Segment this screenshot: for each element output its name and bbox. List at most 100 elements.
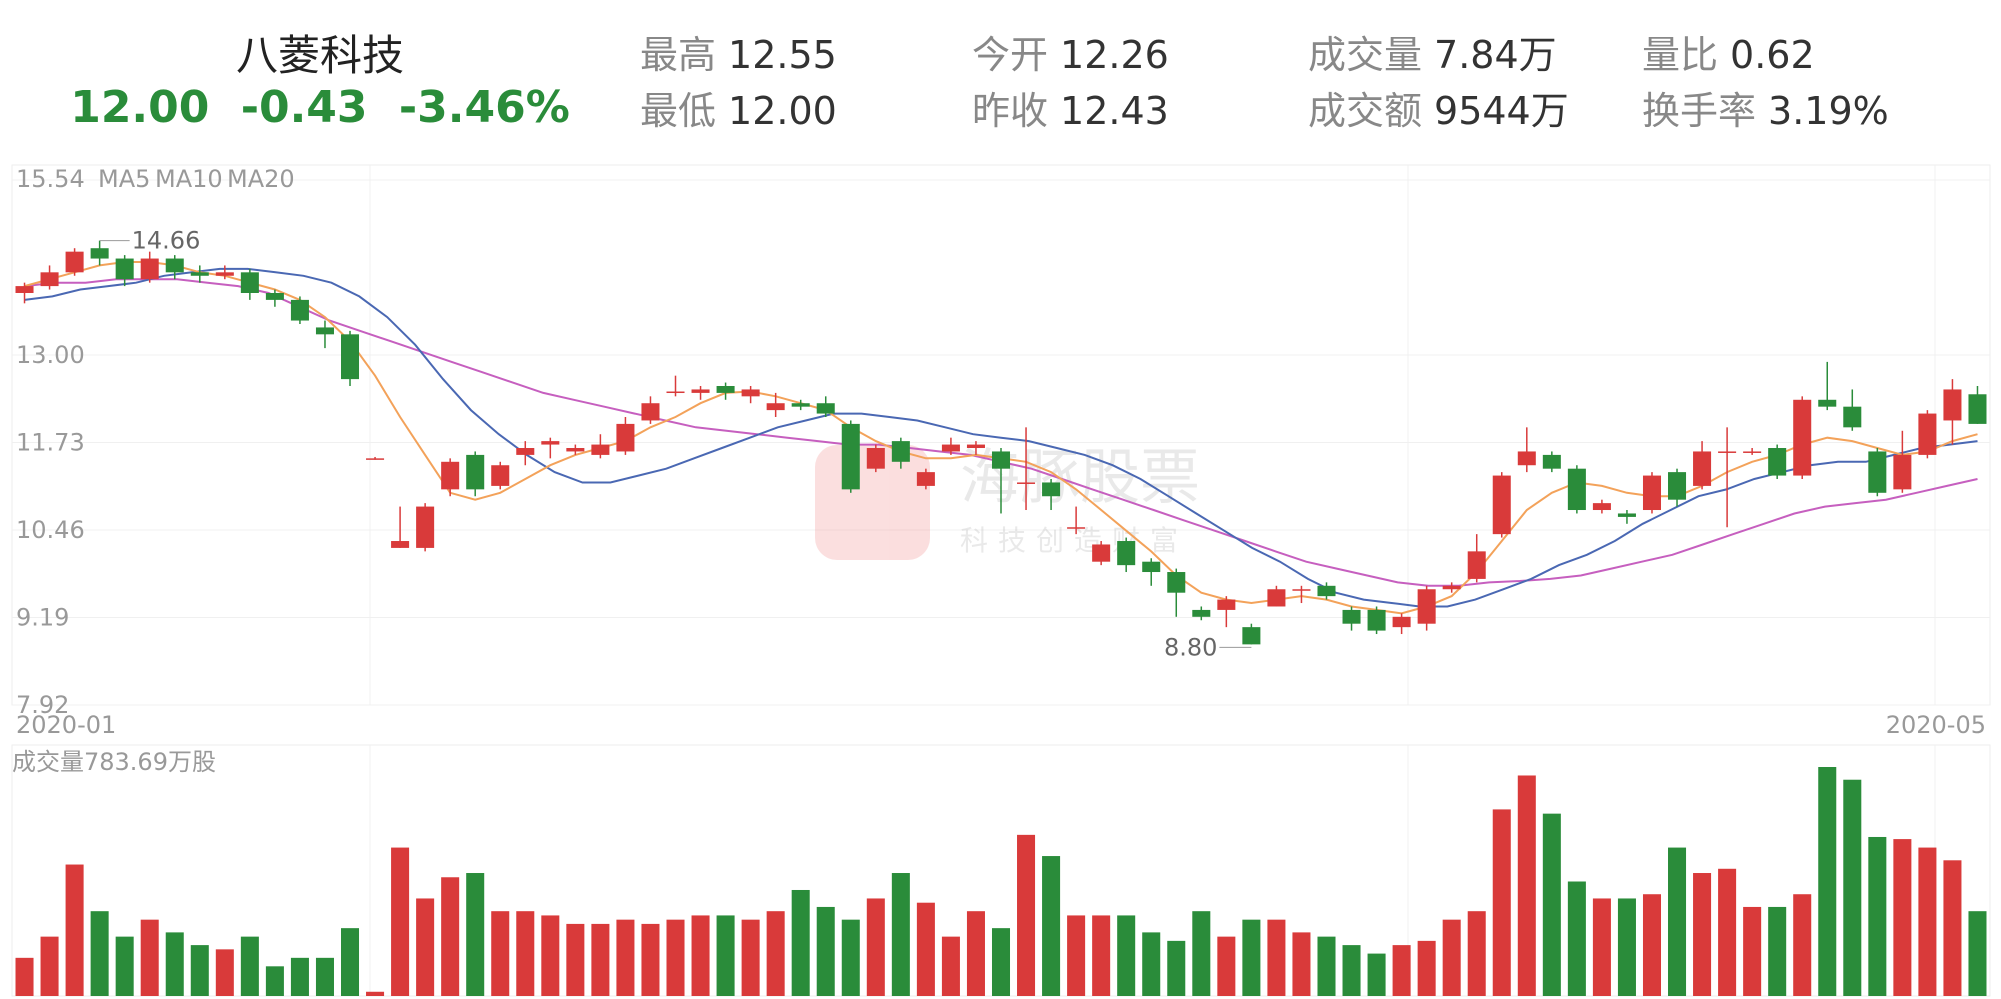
candle — [1217, 599, 1236, 610]
volume-bar — [90, 911, 109, 996]
candle — [1267, 589, 1286, 607]
y-tick-label: 13.00 — [16, 341, 85, 369]
candle — [366, 458, 385, 460]
candle — [1668, 472, 1687, 500]
candle — [391, 541, 410, 548]
volume-bar — [691, 915, 710, 996]
candle — [1292, 589, 1311, 591]
candle — [1868, 451, 1887, 493]
volume-bar — [1968, 911, 1987, 996]
candle — [1968, 394, 1987, 424]
candle — [1342, 609, 1361, 624]
volume-bar — [290, 957, 309, 996]
volume-bar — [591, 923, 610, 996]
volume-bar — [1768, 906, 1787, 996]
candle — [1592, 503, 1611, 511]
candle — [1067, 527, 1086, 529]
volume-bar — [916, 902, 935, 996]
candle — [1943, 389, 1962, 421]
stat-prev-close: 昨收 12.43 — [972, 89, 1169, 133]
last-price: 12.00 — [70, 82, 210, 133]
volume-bar — [1818, 767, 1837, 996]
quote-header: 八菱科技 12.00 -0.43 -3.46% 最高 12.55 最低 12.00 … — [0, 0, 2001, 160]
stat-high: 最高 12.55 — [640, 33, 837, 77]
volume-bar — [65, 864, 84, 996]
volume-bar — [616, 919, 635, 996]
volume-bar — [1843, 779, 1862, 996]
candle — [40, 272, 59, 287]
volume-bar — [1117, 915, 1136, 996]
candle — [641, 403, 660, 421]
stock-name: 八菱科技 — [235, 31, 404, 80]
volume-bar — [866, 898, 885, 996]
volume-bar — [1242, 919, 1261, 996]
price-change: -0.43 — [240, 82, 368, 133]
volume-bar — [1893, 839, 1912, 996]
candle — [1467, 551, 1486, 579]
candle — [1642, 475, 1662, 511]
candle — [441, 461, 460, 490]
candle — [140, 258, 159, 280]
volume-bar — [340, 928, 360, 996]
candle — [591, 444, 610, 455]
volume-bar — [1092, 915, 1111, 996]
volume-bar — [466, 873, 485, 996]
volume-bar — [1392, 945, 1411, 996]
high-annotation: 14.66 — [132, 227, 201, 255]
volume-bar — [40, 936, 59, 996]
volume-bar — [416, 898, 435, 996]
volume-bar — [1042, 856, 1061, 996]
volume-bar — [1267, 919, 1286, 996]
candle — [491, 465, 510, 486]
candle — [215, 272, 234, 276]
y-tick-label: 10.46 — [16, 516, 85, 544]
candle — [1392, 616, 1411, 628]
candle — [741, 389, 760, 397]
volume-bar — [1617, 898, 1636, 996]
candle — [1017, 482, 1036, 484]
candle — [165, 258, 184, 273]
volume-bar — [1592, 898, 1611, 996]
legend-ma5: MA5 — [98, 165, 150, 193]
candle — [1793, 399, 1812, 476]
candle — [1092, 544, 1111, 562]
x-end-label: 2020-05 — [1886, 711, 1986, 739]
volume-bar — [1467, 911, 1486, 996]
candle — [1818, 399, 1837, 407]
volume-bar — [666, 919, 685, 996]
candle — [1617, 513, 1636, 517]
volume-bar — [1567, 881, 1586, 996]
candle — [616, 423, 635, 452]
candle — [791, 403, 810, 407]
y-tick-label: 9.19 — [16, 604, 69, 632]
volume-bar — [966, 911, 985, 996]
volume-bar — [1542, 813, 1561, 996]
volume-bar — [991, 928, 1011, 996]
stat-low: 最低 12.00 — [640, 89, 837, 133]
volume-bar — [1642, 894, 1662, 996]
candle — [265, 292, 284, 300]
candle — [916, 472, 935, 486]
candle — [866, 448, 885, 469]
candle — [766, 403, 785, 411]
volume-bar — [1718, 868, 1737, 996]
candle — [991, 451, 1011, 469]
volume-bar — [366, 991, 385, 996]
price-panel-frame — [11, 164, 1991, 706]
y-tick-label: 15.54 — [16, 165, 85, 193]
candle — [1768, 448, 1787, 476]
volume-bar — [1668, 847, 1687, 996]
volume-bar — [541, 915, 560, 996]
candle — [1367, 609, 1386, 631]
candle — [340, 334, 360, 380]
candle — [666, 391, 685, 394]
volume-bar — [391, 847, 410, 996]
candle — [691, 389, 710, 393]
volume-bar — [1417, 940, 1436, 996]
candle — [1918, 413, 1937, 455]
candle — [1317, 585, 1336, 597]
stat-turnover-rate: 换手率 3.19% — [1642, 89, 1889, 133]
volume-bar — [1693, 873, 1712, 996]
volume-bar — [1342, 945, 1361, 996]
volume-bar — [140, 919, 159, 996]
